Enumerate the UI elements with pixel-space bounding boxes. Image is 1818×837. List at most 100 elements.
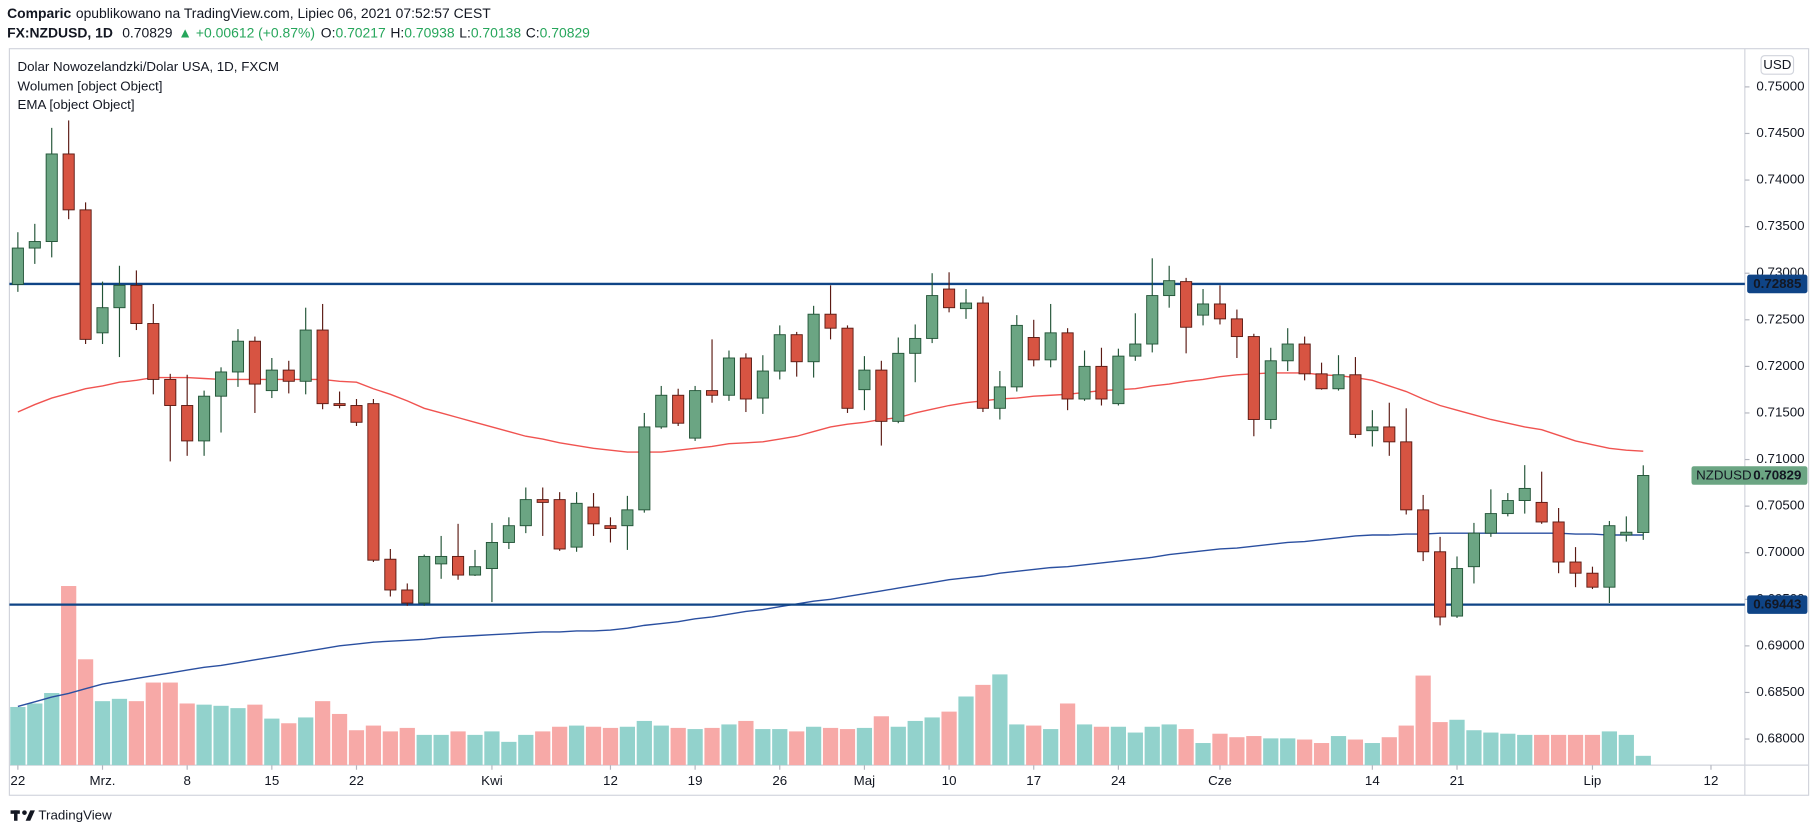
candle-body (570, 502, 583, 548)
ohlc-label: L: (459, 24, 471, 40)
candle-body (96, 307, 109, 334)
volume-bar (111, 698, 128, 766)
candle-body (248, 340, 261, 385)
candle-body (1129, 343, 1142, 357)
y-tick-label: 0.68000 (1756, 731, 1804, 746)
volume-bar (636, 720, 652, 766)
candle-body (1281, 343, 1294, 362)
volume-bar (568, 725, 585, 766)
candle-body (1112, 355, 1125, 405)
last-price: 0.70829 (122, 24, 173, 40)
candle-body (1535, 501, 1548, 523)
volume-bar (670, 727, 686, 766)
candle-body (231, 340, 245, 373)
volume-bar (806, 726, 822, 766)
candle-body (1417, 509, 1430, 553)
logo (10, 810, 35, 821)
volume-bar (518, 734, 534, 766)
x-tick-label: 17 (1026, 773, 1041, 788)
candle-body (164, 378, 177, 406)
candle-body (401, 589, 414, 604)
ohlc-value: 0.70217 (335, 24, 386, 40)
candle-body (1078, 365, 1091, 400)
volume-bar (704, 727, 720, 766)
volume-bar (1381, 737, 1397, 766)
y-tick-label: 0.71000 (1756, 451, 1804, 466)
candle-body (807, 313, 820, 363)
candle-body (1501, 500, 1514, 515)
volume-bar (1601, 731, 1618, 766)
volume-bar (399, 727, 415, 766)
volume-bar (1110, 726, 1127, 766)
volume-bar (365, 725, 382, 766)
x-tick-label: 12 (603, 773, 618, 788)
candle-body (316, 329, 329, 405)
candle-body (418, 555, 431, 604)
volume-bar (213, 705, 229, 766)
candle-body (655, 394, 668, 428)
candle-body (452, 555, 465, 576)
x-tick-label: Mrz. (90, 773, 116, 788)
candle-body (790, 334, 803, 363)
volume-bar (1026, 725, 1042, 766)
volume-bar (602, 727, 619, 766)
x-tick-label: 19 (688, 773, 703, 788)
volume-bar (822, 727, 839, 766)
volume-bar (1297, 739, 1313, 766)
volume-bar (264, 718, 280, 766)
header-line-2: FX:NZDUSD, 1D 0.70829 ▲ +0.00612 (+0.87%) O… (7, 24, 590, 40)
candle-body (350, 405, 363, 423)
y-tick-label: 0.75000 (1756, 78, 1804, 93)
candle-body (384, 558, 397, 591)
volume-bar (1127, 732, 1143, 766)
candle-body (1349, 374, 1362, 435)
candle-body (28, 241, 41, 249)
candle-body (553, 499, 566, 550)
y-tick-label: 0.74500 (1756, 125, 1804, 140)
level-label-box (1747, 595, 1808, 614)
volume-bar (755, 729, 771, 766)
volume-bar (1093, 726, 1110, 766)
y-tick-label: 0.70000 (1756, 544, 1804, 559)
volume-bar (975, 684, 991, 766)
volume-bar (281, 723, 297, 766)
header-line-1: Comparic opublikowano na TradingView.com,… (7, 5, 491, 21)
volume-bar (924, 717, 940, 766)
volume-bar (145, 682, 161, 766)
candle-body (113, 284, 126, 309)
volume-bar (94, 701, 111, 766)
chart-title: Dolar Nowozelandzki/Dolar USA, 1D, FXCM (18, 59, 279, 74)
ohlc-label: C: (526, 24, 540, 40)
volume-bar (1517, 734, 1533, 766)
last-price-label: 0.70829 (1753, 468, 1801, 483)
candle-body (1569, 561, 1582, 574)
volume-bar (382, 731, 398, 766)
currency[interactable]: USD (1763, 57, 1791, 72)
brand: TradingView (38, 808, 112, 823)
candle-body (587, 506, 600, 525)
candle-body (62, 153, 75, 211)
volume-bar (501, 741, 517, 766)
chart-frame (8, 48, 1810, 796)
candle-body (1450, 568, 1464, 617)
candle-body (282, 369, 295, 382)
volume-bar (907, 720, 923, 766)
last-price-box (1691, 466, 1808, 485)
currency-box[interactable] (1760, 55, 1795, 75)
volume-bar (467, 734, 483, 766)
x-tick-label: Maj (854, 773, 876, 788)
symbol: FX:NZDUSD, 1D (7, 24, 113, 40)
volume-bar (1043, 729, 1059, 766)
x-tick-label: Kwi (481, 773, 503, 788)
ohlc-value: 0.70829 (540, 24, 591, 40)
candle-body (1400, 441, 1413, 511)
candle-body (1213, 303, 1227, 320)
candle-body (11, 247, 24, 285)
volume-bar (721, 724, 737, 766)
candle-body (824, 313, 837, 329)
volume-bar (1534, 734, 1550, 766)
volume-bar (128, 701, 145, 766)
volume-bar (1584, 734, 1601, 766)
volume-bar (1280, 738, 1296, 766)
candle-body (722, 357, 736, 396)
